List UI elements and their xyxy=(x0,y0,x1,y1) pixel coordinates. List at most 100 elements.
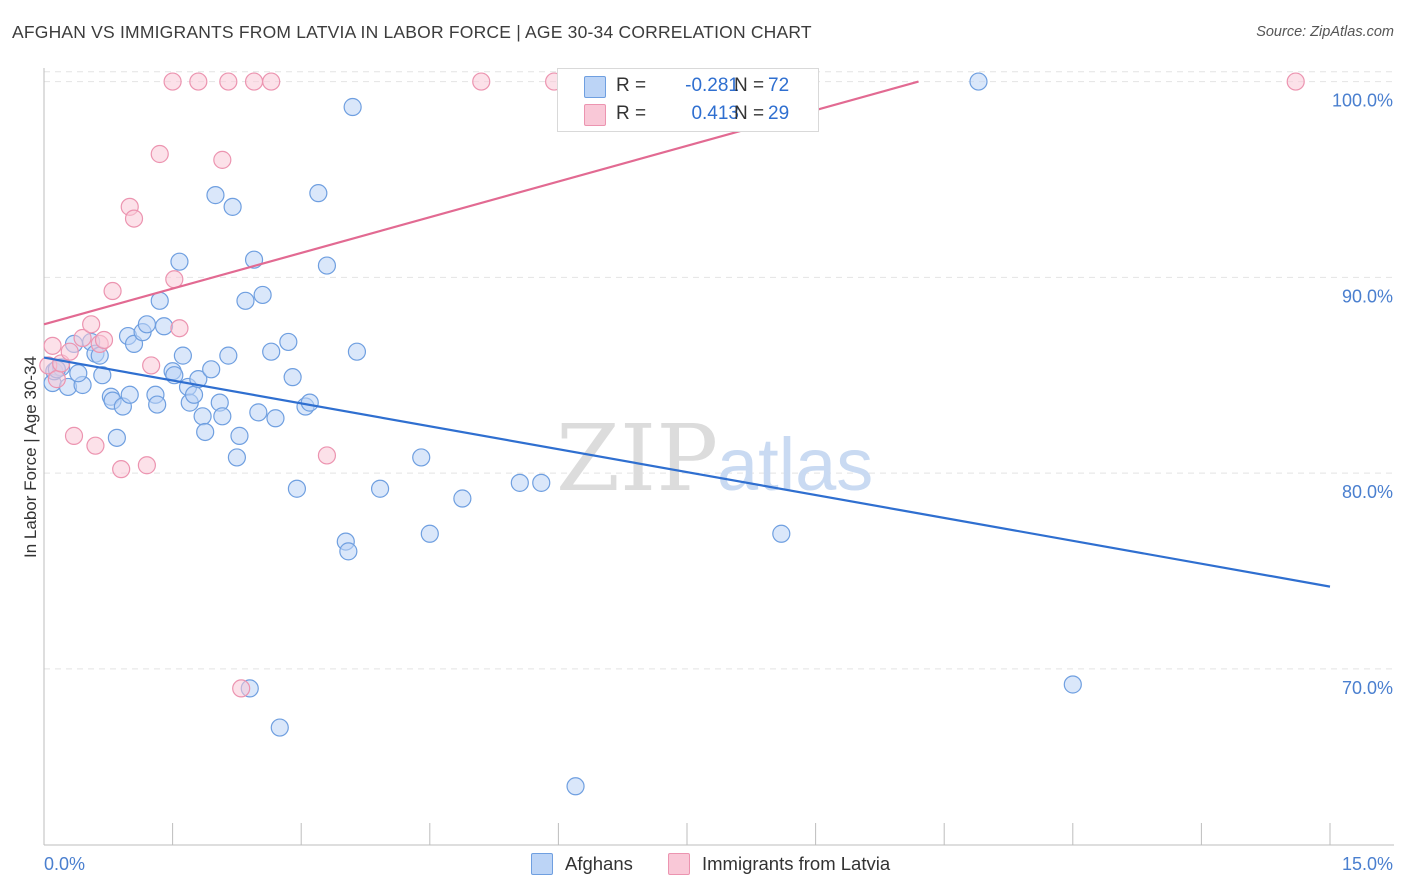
afghan-point xyxy=(347,342,367,361)
latvia-point xyxy=(150,144,169,164)
latvia-point xyxy=(60,342,79,361)
x-tick-label-max: 15.0% xyxy=(1342,854,1393,874)
chart-title: AFGHAN VS IMMIGRANTS FROM LATVIA IN LABO… xyxy=(12,22,812,42)
afghan-point xyxy=(343,97,362,117)
afghan-point xyxy=(227,448,246,467)
y-tick-label: 100.0% xyxy=(1332,91,1393,111)
afghan-point xyxy=(510,473,529,492)
afghan-point xyxy=(370,479,390,498)
afghans-n-value: 72 xyxy=(768,75,790,96)
afghan-point xyxy=(120,385,139,404)
latvia-r-value: 0.413 xyxy=(691,103,739,124)
r-label: R = xyxy=(616,103,647,124)
afghan-point xyxy=(339,542,358,561)
afghan-point xyxy=(300,393,319,412)
afghan-point xyxy=(1063,675,1082,694)
afghan-point xyxy=(93,366,112,385)
latvia-point xyxy=(317,446,337,465)
afghan-point xyxy=(253,285,272,305)
x-tick-label-min: 0.0% xyxy=(44,854,85,874)
afghan-point xyxy=(173,346,192,365)
afghan-point xyxy=(420,524,439,543)
latvia-point xyxy=(262,72,281,91)
latvia-point xyxy=(244,72,264,91)
latvia-legend-label: Immigrants from Latvia xyxy=(702,853,891,874)
n-label: N = xyxy=(734,75,765,96)
afghan-point xyxy=(193,407,212,426)
latvia-legend-swatch xyxy=(668,853,690,875)
latvia-point xyxy=(86,436,105,455)
latvia-point xyxy=(1286,72,1305,91)
afghans-r-value: -0.281 xyxy=(685,75,739,96)
latvia-point xyxy=(472,72,491,91)
latvia-swatch xyxy=(584,104,606,126)
afghan-point xyxy=(196,422,215,442)
afghans-trend-line xyxy=(43,356,1331,588)
afghans-swatch xyxy=(584,76,606,98)
afghan-point xyxy=(154,317,174,336)
latvia-point xyxy=(47,370,66,389)
latvia-point xyxy=(219,72,238,91)
latvia-point xyxy=(82,315,101,334)
latvia-point xyxy=(64,426,84,445)
latvia-point xyxy=(137,456,156,475)
afghan-point xyxy=(137,315,156,334)
afghan-point xyxy=(266,409,285,428)
afghan-point xyxy=(279,332,298,352)
source-label: Source: ZipAtlas.com xyxy=(1256,24,1394,40)
axes xyxy=(43,68,1394,846)
afghans-legend-label: Afghans xyxy=(565,853,633,874)
afghan-point xyxy=(249,403,268,422)
afghan-point xyxy=(219,346,238,365)
stats-legend: R = -0.281 N = 72 R = 0.413 N = 29 xyxy=(557,68,819,132)
latvia-point xyxy=(142,356,161,375)
afghan-point xyxy=(317,256,337,275)
latvia-point xyxy=(213,150,232,169)
y-tick-label: 90.0% xyxy=(1342,286,1393,306)
data-points xyxy=(39,72,1305,796)
afghan-point xyxy=(532,473,551,492)
gridlines xyxy=(44,71,1394,670)
afghan-point xyxy=(262,342,281,361)
latvia-point xyxy=(163,72,182,91)
afghan-point xyxy=(412,448,431,467)
afghan-point xyxy=(772,524,791,543)
y-axis-label: In Labor Force | Age 30-34 xyxy=(21,356,40,558)
latvia-n-value: 29 xyxy=(768,103,790,124)
afghan-point xyxy=(69,364,88,383)
latvia-point xyxy=(189,72,208,91)
afghan-point xyxy=(206,186,225,205)
watermark-atlas: atlas xyxy=(717,423,873,506)
afghan-point xyxy=(184,385,204,404)
afghan-point xyxy=(223,197,242,216)
latvia-point xyxy=(165,270,184,289)
y-tick-label: 70.0% xyxy=(1342,678,1393,698)
afghan-point xyxy=(287,479,307,498)
latvia-point xyxy=(103,281,122,301)
afghan-point xyxy=(283,368,302,387)
afghans-legend-swatch xyxy=(531,853,553,875)
afghan-point xyxy=(453,489,472,508)
afghan-point xyxy=(566,777,585,796)
afghan-point xyxy=(213,407,232,426)
afghan-point xyxy=(170,252,189,271)
afghan-point xyxy=(107,428,126,447)
afghan-point xyxy=(148,395,167,414)
latvia-point xyxy=(232,679,251,698)
y-tick-label: 80.0% xyxy=(1342,482,1393,502)
afghan-point xyxy=(309,184,328,203)
latvia-point xyxy=(94,330,114,350)
n-label: N = xyxy=(734,103,765,124)
afghan-point xyxy=(202,360,221,379)
afghan-point xyxy=(969,72,988,91)
afghan-point xyxy=(230,426,249,445)
latvia-point xyxy=(124,209,144,228)
latvia-point xyxy=(73,328,92,348)
r-label: R = xyxy=(616,75,647,96)
afghan-point xyxy=(236,291,255,310)
latvia-point xyxy=(170,319,189,338)
latvia-point xyxy=(112,460,131,479)
latvia-point xyxy=(43,336,62,355)
tick-labels: 70.0% 80.0% 90.0% 100.0% 0.0% 15.0% xyxy=(44,91,1393,874)
